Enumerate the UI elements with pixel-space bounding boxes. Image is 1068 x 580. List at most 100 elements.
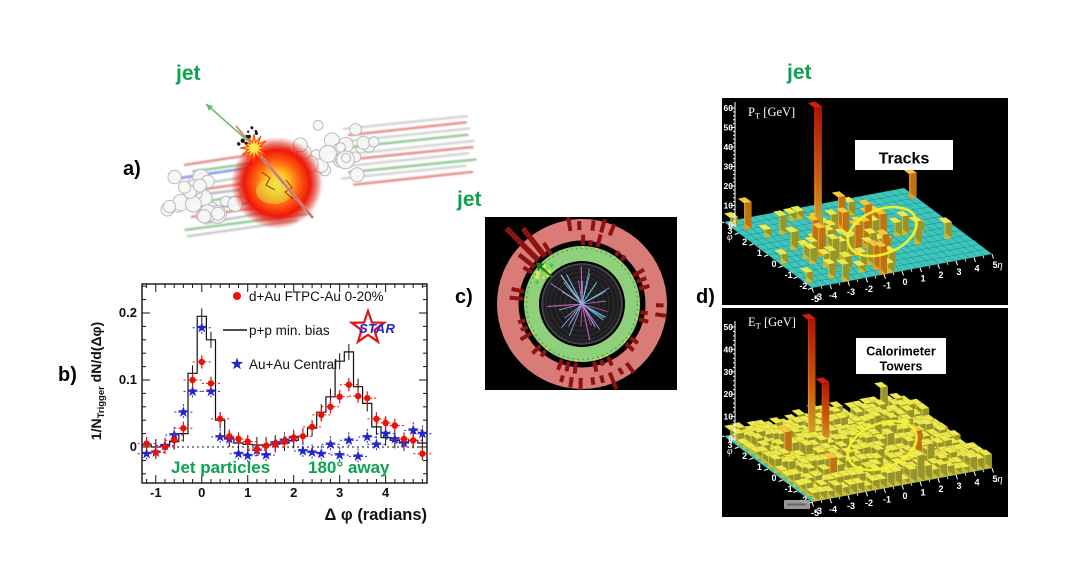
svg-text:p+p min. bias: p+p min. bias: [249, 323, 330, 338]
svg-text:1/NTrigger dN/d(Δφ): 1/NTrigger dN/d(Δφ): [88, 322, 107, 440]
tick-labels: -1 0 1 2 3 4 0 0.1 0.2: [119, 305, 390, 500]
plot-frame: [141, 283, 428, 484]
svg-text:-1: -1: [883, 494, 891, 504]
svg-text:20: 20: [724, 181, 734, 191]
svg-text:-3: -3: [814, 292, 822, 302]
z-axis: 0 10 20 30 40 50 ET [GeV]: [724, 315, 796, 444]
svg-text:0.1: 0.1: [119, 372, 137, 387]
svg-text:Δ φ (radians): Δ φ (radians): [324, 506, 427, 524]
correlation-plot: -1 0 1 2 3 4 0 0.1 0.2 d+Au FTPC-Au 0-20% p+p min.…: [88, 283, 432, 524]
svg-text:2: 2: [290, 485, 297, 500]
svg-text:Tracks: Tracks: [879, 151, 930, 168]
svg-text:20: 20: [724, 389, 734, 399]
svg-text:50: 50: [724, 322, 734, 332]
svg-text:30: 30: [724, 162, 734, 172]
svg-text:-3: -3: [814, 506, 822, 516]
svg-text:50: 50: [724, 123, 734, 133]
svg-text:3: 3: [336, 485, 343, 500]
star-experiment-logo: STAR: [348, 307, 396, 345]
tpc-tracks: [547, 266, 610, 341]
svg-text:10: 10: [724, 201, 734, 211]
svg-text:Jet particles: Jet particles: [171, 458, 270, 477]
panel-label-a: a): [123, 158, 141, 180]
svg-text:φ: φ: [727, 232, 733, 243]
svg-text:4: 4: [974, 477, 979, 487]
svg-text:-2: -2: [799, 281, 807, 291]
svg-text:4: 4: [382, 485, 390, 500]
svg-text:2: 2: [742, 237, 747, 247]
jet-emc-hits: [535, 263, 554, 284]
svg-text:-4: -4: [829, 505, 837, 515]
jet-label-a: jet: [176, 62, 201, 85]
svg-text:2: 2: [938, 270, 943, 280]
svg-text:0: 0: [771, 473, 776, 483]
svg-text:φ: φ: [727, 446, 733, 457]
svg-text:η: η: [997, 259, 1002, 271]
svg-text:-3: -3: [847, 501, 855, 511]
svg-text:180° away: 180° away: [308, 458, 390, 477]
svg-text:0: 0: [728, 220, 733, 230]
watermark-badge: [784, 500, 810, 509]
svg-text:-5: -5: [811, 294, 819, 304]
svg-text:1: 1: [244, 485, 251, 500]
title-box: Tracks: [855, 140, 953, 170]
svg-text:0: 0: [130, 439, 137, 454]
calorimeter-tower-bars: [504, 217, 667, 390]
svg-text:-1: -1: [785, 270, 793, 280]
svg-text:3: 3: [727, 440, 732, 450]
away-side-ellipse: [846, 205, 918, 258]
svg-text:0.2: 0.2: [119, 305, 137, 320]
svg-text:40: 40: [724, 142, 734, 152]
lego-towers: [723, 313, 993, 502]
svg-text:5: 5: [992, 474, 997, 484]
svg-text:-1: -1: [150, 485, 162, 500]
svg-text:Calorimeter: Calorimeter: [866, 345, 936, 359]
svg-text:1: 1: [757, 248, 762, 258]
fireball: [231, 137, 323, 229]
away-side-ellipse: [846, 419, 918, 472]
svg-text:ET [GeV]: ET [GeV]: [748, 315, 796, 331]
annotations: Jet particles 180° away: [171, 458, 390, 477]
svg-text:3: 3: [727, 226, 732, 236]
hard-scatter-starburst: [239, 133, 269, 163]
svg-text:-2: -2: [865, 284, 873, 294]
jet-label-d: jet: [787, 61, 812, 84]
svg-text:30: 30: [724, 367, 734, 377]
svg-text:2: 2: [742, 451, 747, 461]
svg-text:-1: -1: [883, 280, 891, 290]
panel-label-b: b): [58, 364, 77, 386]
svg-text:0: 0: [728, 434, 733, 444]
svg-text:5: 5: [992, 260, 997, 270]
svg-text:η: η: [997, 473, 1002, 485]
svg-text:0: 0: [198, 485, 205, 500]
svg-text:-1: -1: [785, 484, 793, 494]
svg-text:-4: -4: [829, 291, 837, 301]
svg-text:Au+Au Central: Au+Au Central: [249, 357, 337, 372]
svg-text:1: 1: [757, 462, 762, 472]
event-display: [485, 217, 677, 390]
svg-text:d+Au FTPC-Au 0-20%: d+Au FTPC-Au 0-20%: [249, 289, 384, 304]
svg-text:60: 60: [724, 103, 734, 113]
svg-text:PT [GeV]: PT [GeV]: [748, 105, 795, 121]
svg-text:STAR: STAR: [359, 321, 396, 336]
event-display-frame: [485, 217, 677, 390]
jet-label-c: jet: [457, 188, 482, 211]
y-axis-label: 1/NTrigger dN/d(Δφ): [88, 322, 107, 440]
svg-text:1: 1: [920, 274, 925, 284]
svg-text:10: 10: [724, 412, 734, 422]
svg-text:-3: -3: [847, 287, 855, 297]
svg-text:-2: -2: [865, 498, 873, 508]
svg-text:0: 0: [771, 259, 776, 269]
svg-text:-5: -5: [811, 508, 819, 517]
svg-text:40: 40: [724, 344, 734, 354]
svg-text:3: 3: [956, 481, 961, 491]
fragment-speckles: [235, 125, 258, 146]
svg-text:3: 3: [956, 267, 961, 277]
collision-illustration: [160, 103, 477, 238]
legend: d+Au FTPC-Au 0-20% p+p min. bias Au+Au Cen…: [223, 289, 384, 372]
